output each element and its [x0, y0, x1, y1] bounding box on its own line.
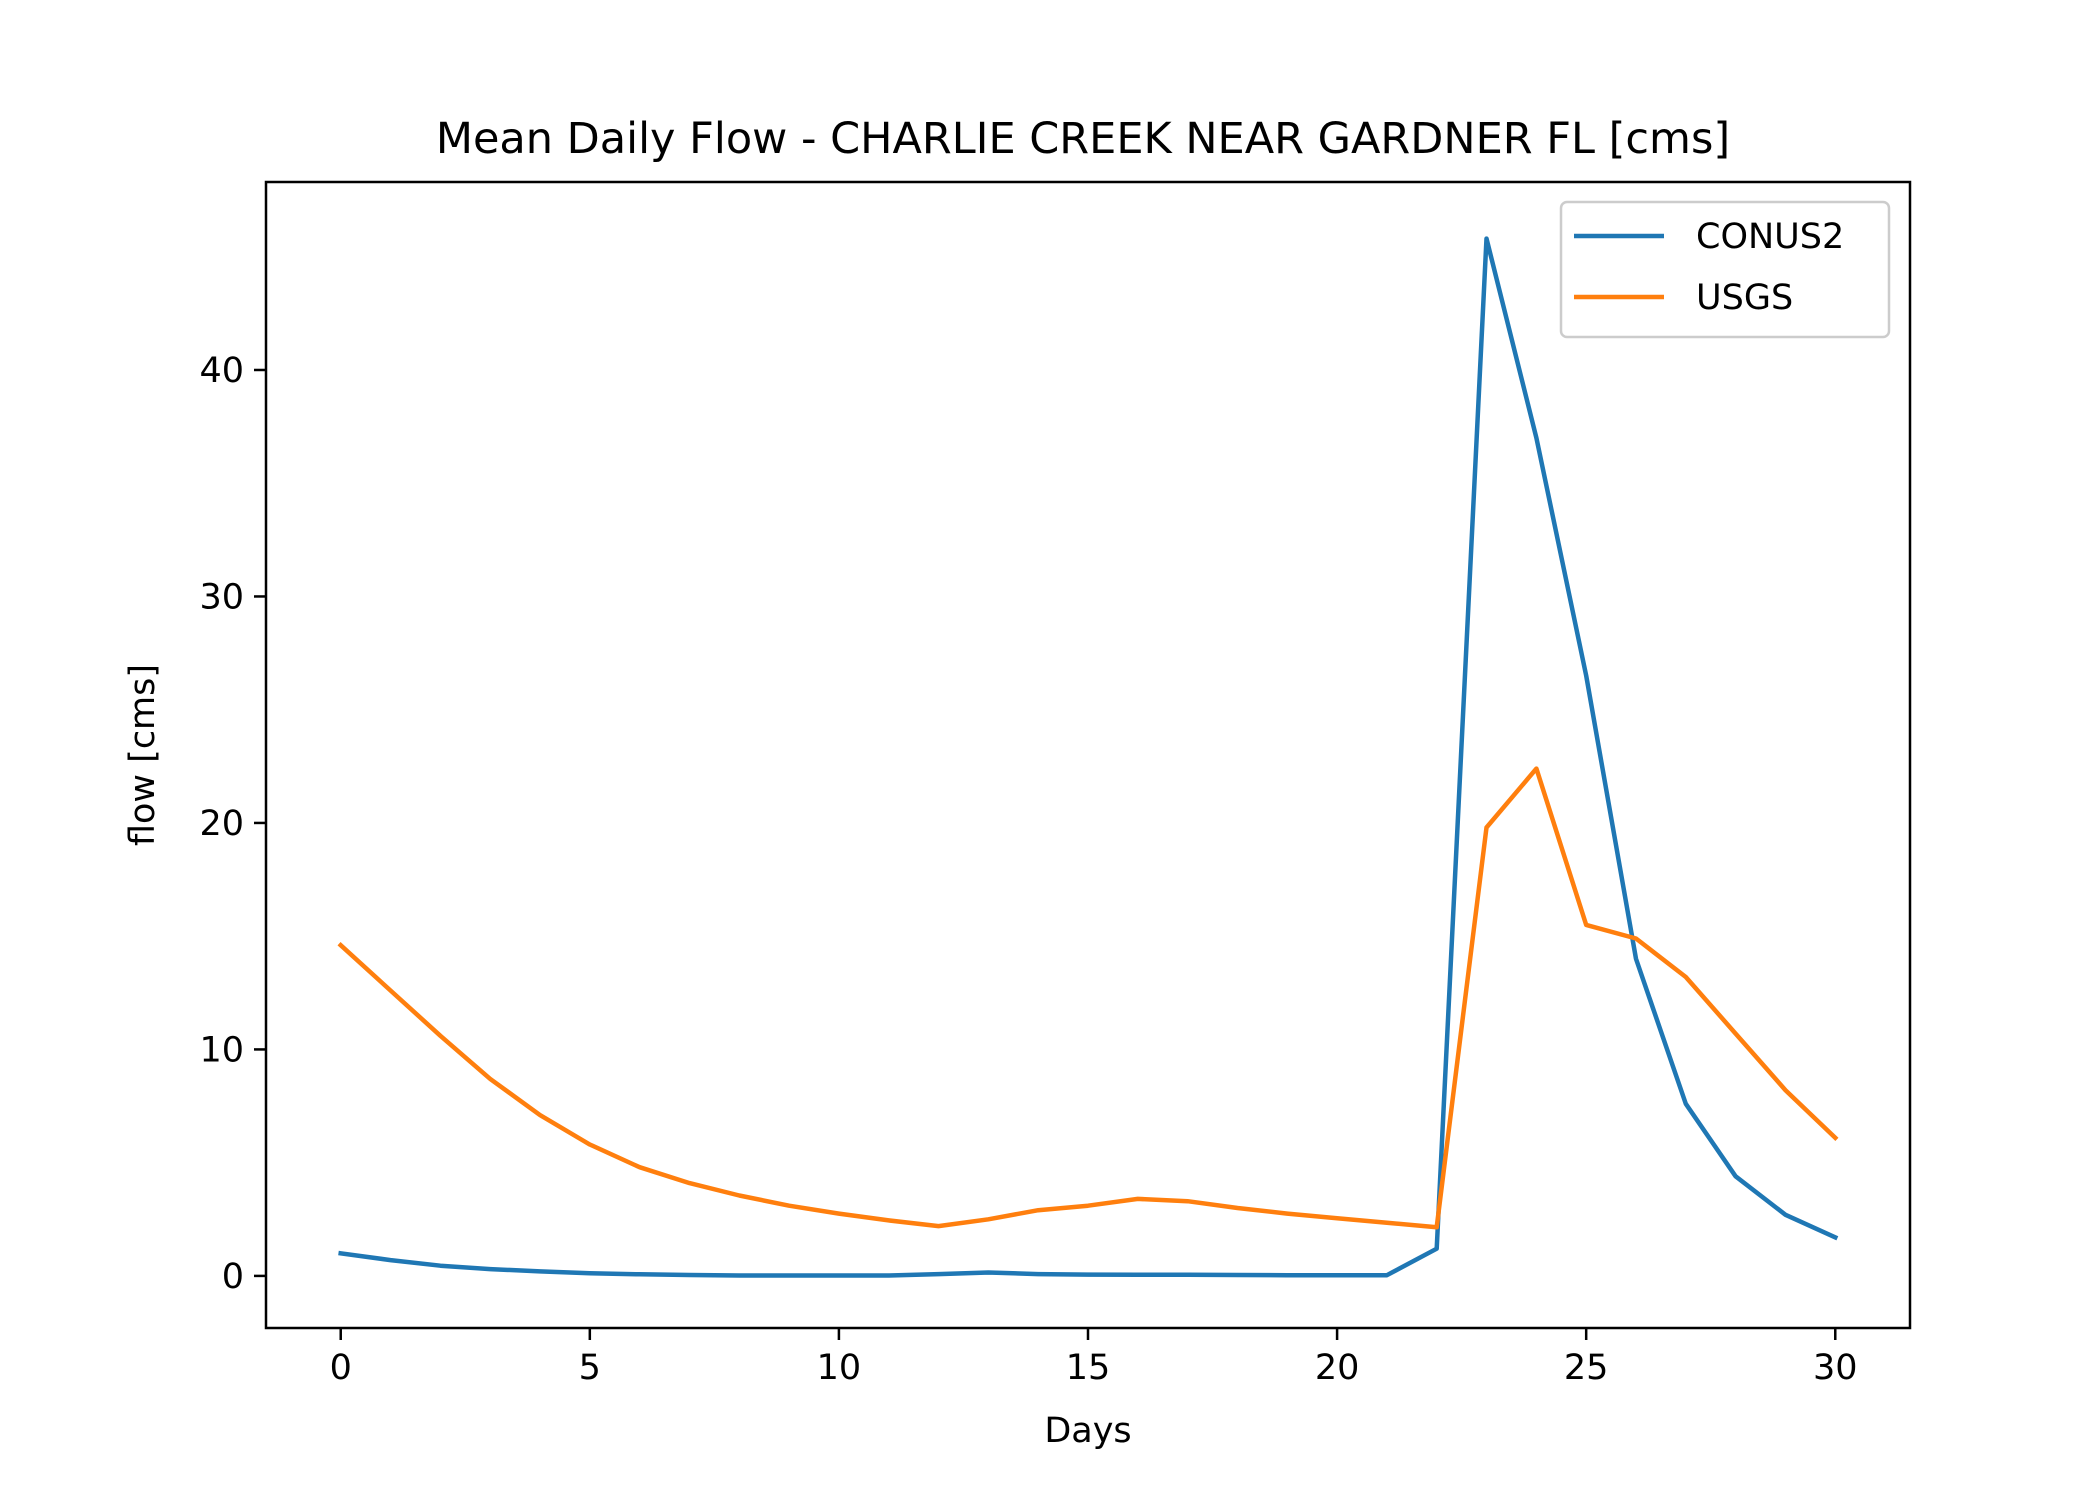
series-line-conus2 [338, 236, 1839, 1278]
x-tick-label: 10 [817, 1348, 862, 1388]
x-axis-label: Days [1044, 1411, 1131, 1451]
y-axis-label: flow [cms] [123, 664, 163, 846]
x-tick-label: 20 [1315, 1348, 1360, 1388]
y-tick-label: 0 [222, 1257, 244, 1297]
x-tick-label: 25 [1564, 1348, 1609, 1388]
legend-label-conus2: CONUS2 [1696, 217, 1844, 257]
series-line-usgs [337, 766, 1839, 1230]
x-tick-label: 30 [1813, 1348, 1858, 1388]
x-axis-ticks: 0 5 10 15 20 25 30 [330, 1328, 1858, 1388]
legend-label-usgs: USGS [1696, 278, 1793, 318]
y-tick-label: 10 [199, 1030, 244, 1070]
x-tick-label: 0 [330, 1348, 352, 1388]
series-layer [337, 236, 1839, 1278]
y-axis-ticks: 0 10 20 30 40 [199, 351, 266, 1297]
y-tick-label: 30 [199, 577, 244, 617]
x-tick-label: 5 [579, 1348, 601, 1388]
legend: CONUS2 USGS [1559, 200, 1891, 339]
chart-title: Mean Daily Flow - CHARLIE CREEK NEAR GAR… [436, 114, 1730, 164]
y-tick-label: 20 [199, 804, 244, 844]
y-tick-label: 40 [199, 351, 244, 391]
x-tick-label: 15 [1066, 1348, 1111, 1388]
